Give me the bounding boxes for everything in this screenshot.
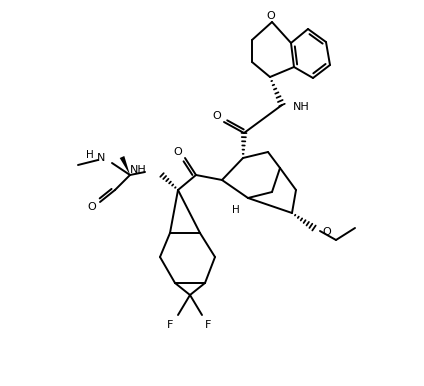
Text: O: O bbox=[88, 202, 96, 212]
Text: O: O bbox=[212, 111, 221, 121]
Text: N: N bbox=[97, 153, 105, 163]
Text: NH: NH bbox=[293, 102, 310, 112]
Polygon shape bbox=[120, 156, 130, 175]
Text: F: F bbox=[167, 320, 173, 330]
Text: NH: NH bbox=[130, 165, 147, 175]
Text: F: F bbox=[205, 320, 211, 330]
Text: H: H bbox=[232, 205, 240, 215]
Text: O: O bbox=[267, 11, 275, 21]
Text: O: O bbox=[173, 147, 182, 157]
Text: O: O bbox=[322, 227, 331, 237]
Text: H: H bbox=[86, 150, 94, 160]
